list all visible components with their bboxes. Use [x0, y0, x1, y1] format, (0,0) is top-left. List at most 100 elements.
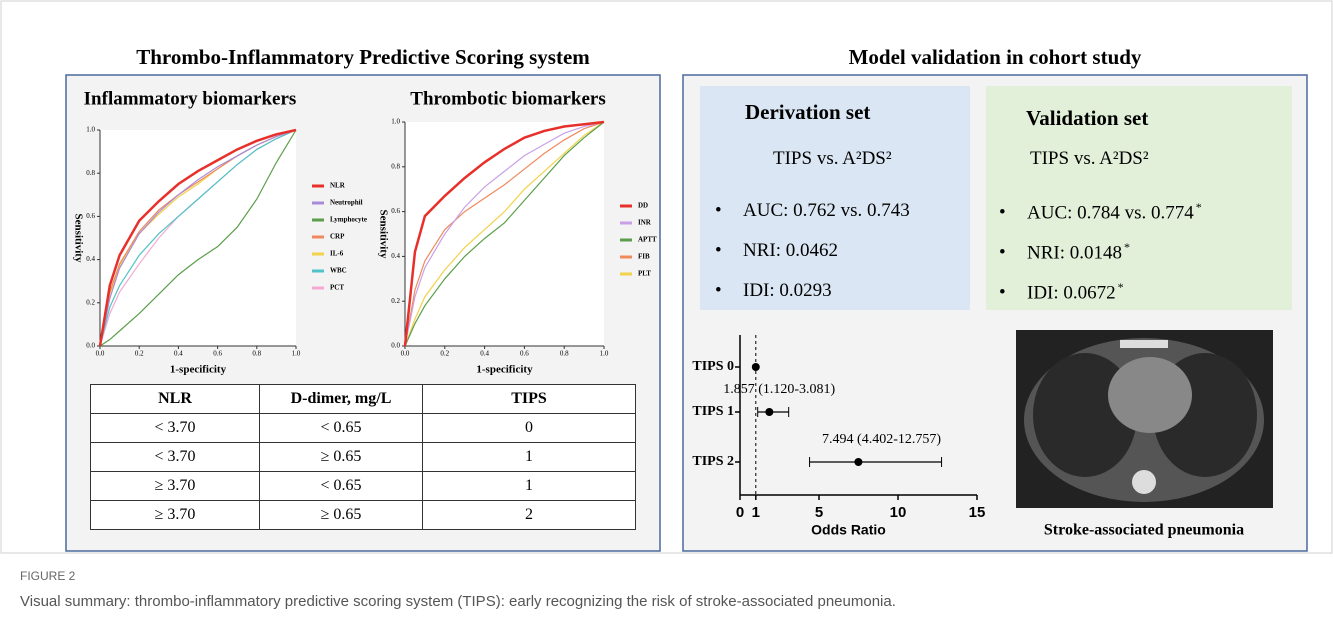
- y-tick-label: 1.0: [391, 118, 400, 126]
- point-estimate: [765, 408, 773, 416]
- table-cell: ≥ 0.65: [260, 443, 423, 472]
- table-cell: 2: [423, 501, 636, 530]
- legend-label: NLR: [330, 182, 346, 190]
- bullet: •: [999, 282, 1027, 304]
- x-tick-label: 0.2: [440, 350, 449, 358]
- x-tick-label: 0.4: [174, 350, 183, 358]
- x-tick-label: 5: [815, 504, 823, 521]
- panel-heading: Validation set: [1026, 106, 1148, 131]
- legend-label: DD: [638, 202, 648, 210]
- table-header-row: NLR D-dimer, mg/L TIPS: [91, 385, 636, 414]
- ct-image: [1016, 330, 1273, 508]
- table-cell: 0: [423, 414, 636, 443]
- significance-mark: *: [1196, 200, 1202, 214]
- item-text: NRI: 0.0148: [1027, 242, 1122, 263]
- table-cell: ≥ 3.70: [91, 472, 260, 501]
- x-tick-label: 0.6: [520, 350, 529, 358]
- table-cell: ≥ 3.70: [91, 501, 260, 530]
- y-tick-label: 0.8: [86, 169, 95, 177]
- item-text: NRI: 0.0462: [743, 240, 838, 261]
- x-axis-label: Odds Ratio: [811, 522, 886, 538]
- y-tick-label: 0.2: [391, 297, 400, 305]
- table-cell: ≥ 0.65: [260, 501, 423, 530]
- bullet: •: [715, 200, 743, 222]
- y-tick-label: 0.2: [86, 298, 95, 306]
- item-text: AUC: 0.762 vs. 0.743: [743, 200, 910, 221]
- x-tick-label: 0.6: [213, 350, 222, 358]
- bullet-item: •AUC: 0.762 vs. 0.743: [715, 200, 910, 222]
- bullet: •: [999, 242, 1027, 264]
- y-axis-label: Sensitivity: [72, 214, 84, 263]
- y-axis-label: Sensitivity: [377, 210, 389, 259]
- x-tick-label: 1: [752, 504, 760, 521]
- x-tick-label: 0.8: [252, 350, 261, 358]
- validation-title: Validation set: [1026, 106, 1148, 131]
- bullet-item: •IDI: 0.0293: [715, 280, 832, 302]
- item-text: IDI: 0.0672: [1027, 282, 1116, 303]
- y-tick-label: 0.8: [391, 162, 400, 170]
- chart-title: Inflammatory biomarkers: [84, 88, 297, 109]
- x-axis-label: 1-specificity: [476, 364, 533, 376]
- x-tick-label: 0.0: [96, 350, 105, 358]
- x-tick-label: 0.2: [135, 350, 144, 358]
- y-tick-label: 0.0: [86, 342, 95, 350]
- table-cell: < 3.70: [91, 414, 260, 443]
- ct-heart: [1108, 357, 1192, 433]
- table-cell: < 0.65: [260, 414, 423, 443]
- table-cell: 1: [423, 472, 636, 501]
- legend-label: PLT: [638, 270, 651, 278]
- x-tick-label: 0.8: [560, 350, 569, 358]
- y-tick-label: 0.4: [86, 255, 95, 263]
- x-tick-label: 1.0: [292, 350, 301, 358]
- bullet-item: •IDI: 0.0672*: [999, 280, 1124, 304]
- validation-comparison: TIPS vs. A²DS²: [1030, 148, 1149, 170]
- legend-label: CRP: [330, 233, 345, 241]
- value-label: 7.494 (4.402-12.757): [822, 432, 941, 447]
- figure-canvas: FIGURE 2 Visual summary: thrombo-inflamm…: [0, 0, 1333, 637]
- y-tick-label: 0.6: [391, 207, 400, 215]
- bullet: •: [999, 202, 1027, 224]
- header-cell: TIPS: [423, 385, 636, 414]
- bullet: •: [715, 240, 743, 262]
- table-cell: < 3.70: [91, 443, 260, 472]
- category-label: TIPS 2: [692, 454, 734, 469]
- bullet-item: •AUC: 0.784 vs. 0.774*: [999, 200, 1202, 224]
- plot-area: [405, 122, 604, 346]
- significance-mark: *: [1124, 240, 1130, 254]
- panel-heading: Derivation set: [745, 100, 870, 125]
- header-cell: D-dimer, mg/L: [260, 385, 423, 414]
- y-tick-label: 0.4: [391, 252, 400, 260]
- legend-label: Neutrophil: [330, 199, 363, 207]
- right-title: Model validation in cohort study: [683, 45, 1307, 70]
- legend-label: INR: [638, 219, 652, 227]
- y-tick-label: 1.0: [86, 126, 95, 134]
- legend-label: APTT: [638, 236, 657, 244]
- legend-label: IL-6: [330, 250, 344, 258]
- y-tick-label: 0.0: [391, 342, 400, 350]
- table-cell: < 0.65: [260, 472, 423, 501]
- figure: FIGURE 2 Visual summary: thrombo-inflamm…: [0, 0, 1333, 637]
- legend-label: PCT: [330, 284, 344, 292]
- bullet: •: [715, 280, 743, 302]
- x-tick-label: 0: [736, 504, 744, 521]
- image-caption: Stroke-associated pneumonia: [1044, 522, 1244, 539]
- x-tick-label: 0.0: [401, 350, 410, 358]
- table-cell: 1: [423, 443, 636, 472]
- point-estimate: [854, 458, 862, 466]
- category-label: TIPS 1: [692, 404, 734, 419]
- item-text: IDI: 0.0293: [743, 280, 832, 301]
- ct-sternum: [1120, 340, 1168, 348]
- point-estimate: [752, 363, 760, 371]
- bullet-item: •NRI: 0.0148*: [999, 240, 1130, 264]
- derivation-comparison: TIPS vs. A²DS²: [773, 148, 892, 170]
- derivation-title: Derivation set: [745, 100, 870, 125]
- ct-spine: [1132, 470, 1156, 494]
- significance-mark: *: [1118, 280, 1124, 294]
- legend-label: Lymphocyte: [330, 216, 367, 224]
- x-tick-label: 10: [890, 504, 907, 521]
